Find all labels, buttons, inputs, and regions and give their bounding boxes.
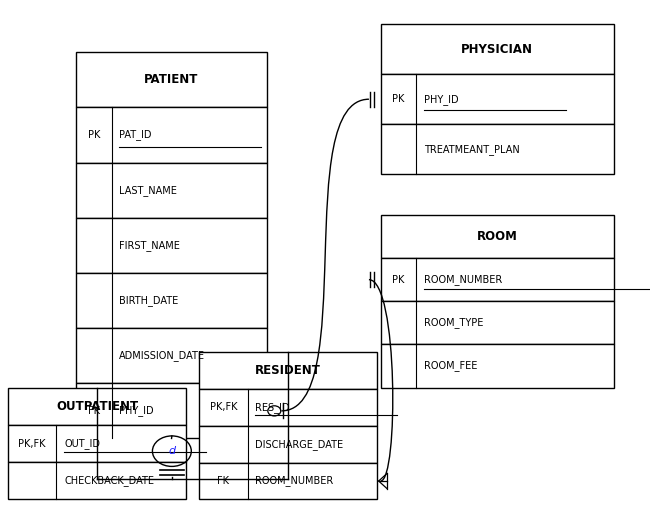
Bar <box>76 218 267 273</box>
Bar <box>381 74 614 124</box>
Bar <box>8 388 186 425</box>
Bar <box>381 124 614 174</box>
Text: RESIDENT: RESIDENT <box>255 364 321 377</box>
Bar <box>76 273 267 328</box>
Bar <box>381 258 614 301</box>
Bar <box>381 301 614 344</box>
Text: ADMISSION_DATE: ADMISSION_DATE <box>119 350 205 361</box>
Text: OUT_ID: OUT_ID <box>64 438 100 449</box>
Bar <box>381 24 614 74</box>
Text: CHECKBACK_DATE: CHECKBACK_DATE <box>64 475 154 486</box>
Text: BIRTH_DATE: BIRTH_DATE <box>119 295 178 306</box>
Text: ROOM_TYPE: ROOM_TYPE <box>424 317 484 328</box>
Text: FK: FK <box>217 476 229 486</box>
Text: ROOM_FEE: ROOM_FEE <box>424 361 477 371</box>
Text: PHY_ID: PHY_ID <box>119 405 154 416</box>
Text: DISCHARGE_DATE: DISCHARGE_DATE <box>255 439 344 450</box>
Text: PK,FK: PK,FK <box>18 438 46 449</box>
Bar <box>199 352 378 389</box>
Bar <box>199 389 378 426</box>
Bar <box>76 107 267 162</box>
Text: PK: PK <box>88 130 100 140</box>
Text: ROOM_NUMBER: ROOM_NUMBER <box>255 476 334 486</box>
Bar <box>76 383 267 438</box>
Bar <box>199 426 378 462</box>
Text: PHYSICIAN: PHYSICIAN <box>462 43 533 56</box>
Bar <box>76 162 267 218</box>
Bar <box>8 425 186 462</box>
Text: FK: FK <box>88 406 100 416</box>
Bar <box>76 52 267 107</box>
Text: d: d <box>169 446 175 456</box>
Text: PHY_ID: PHY_ID <box>424 94 459 105</box>
Text: PK: PK <box>393 94 405 104</box>
Bar <box>8 462 186 499</box>
Text: FIRST_NAME: FIRST_NAME <box>119 240 180 251</box>
Text: PK: PK <box>393 274 405 285</box>
Text: ROOM: ROOM <box>477 230 518 243</box>
Text: RES_ID: RES_ID <box>255 402 290 413</box>
Text: OUTPATIENT: OUTPATIENT <box>56 400 138 413</box>
Text: TREATMEANT_PLAN: TREATMEANT_PLAN <box>424 144 519 155</box>
Bar <box>199 462 378 499</box>
Text: LAST_NAME: LAST_NAME <box>119 184 177 196</box>
Text: PK,FK: PK,FK <box>210 402 237 412</box>
Bar <box>381 344 614 388</box>
Text: ROOM_NUMBER: ROOM_NUMBER <box>424 274 503 285</box>
Bar <box>76 328 267 383</box>
Text: PAT_ID: PAT_ID <box>119 129 152 141</box>
Text: PATIENT: PATIENT <box>145 73 199 86</box>
Bar <box>381 215 614 258</box>
